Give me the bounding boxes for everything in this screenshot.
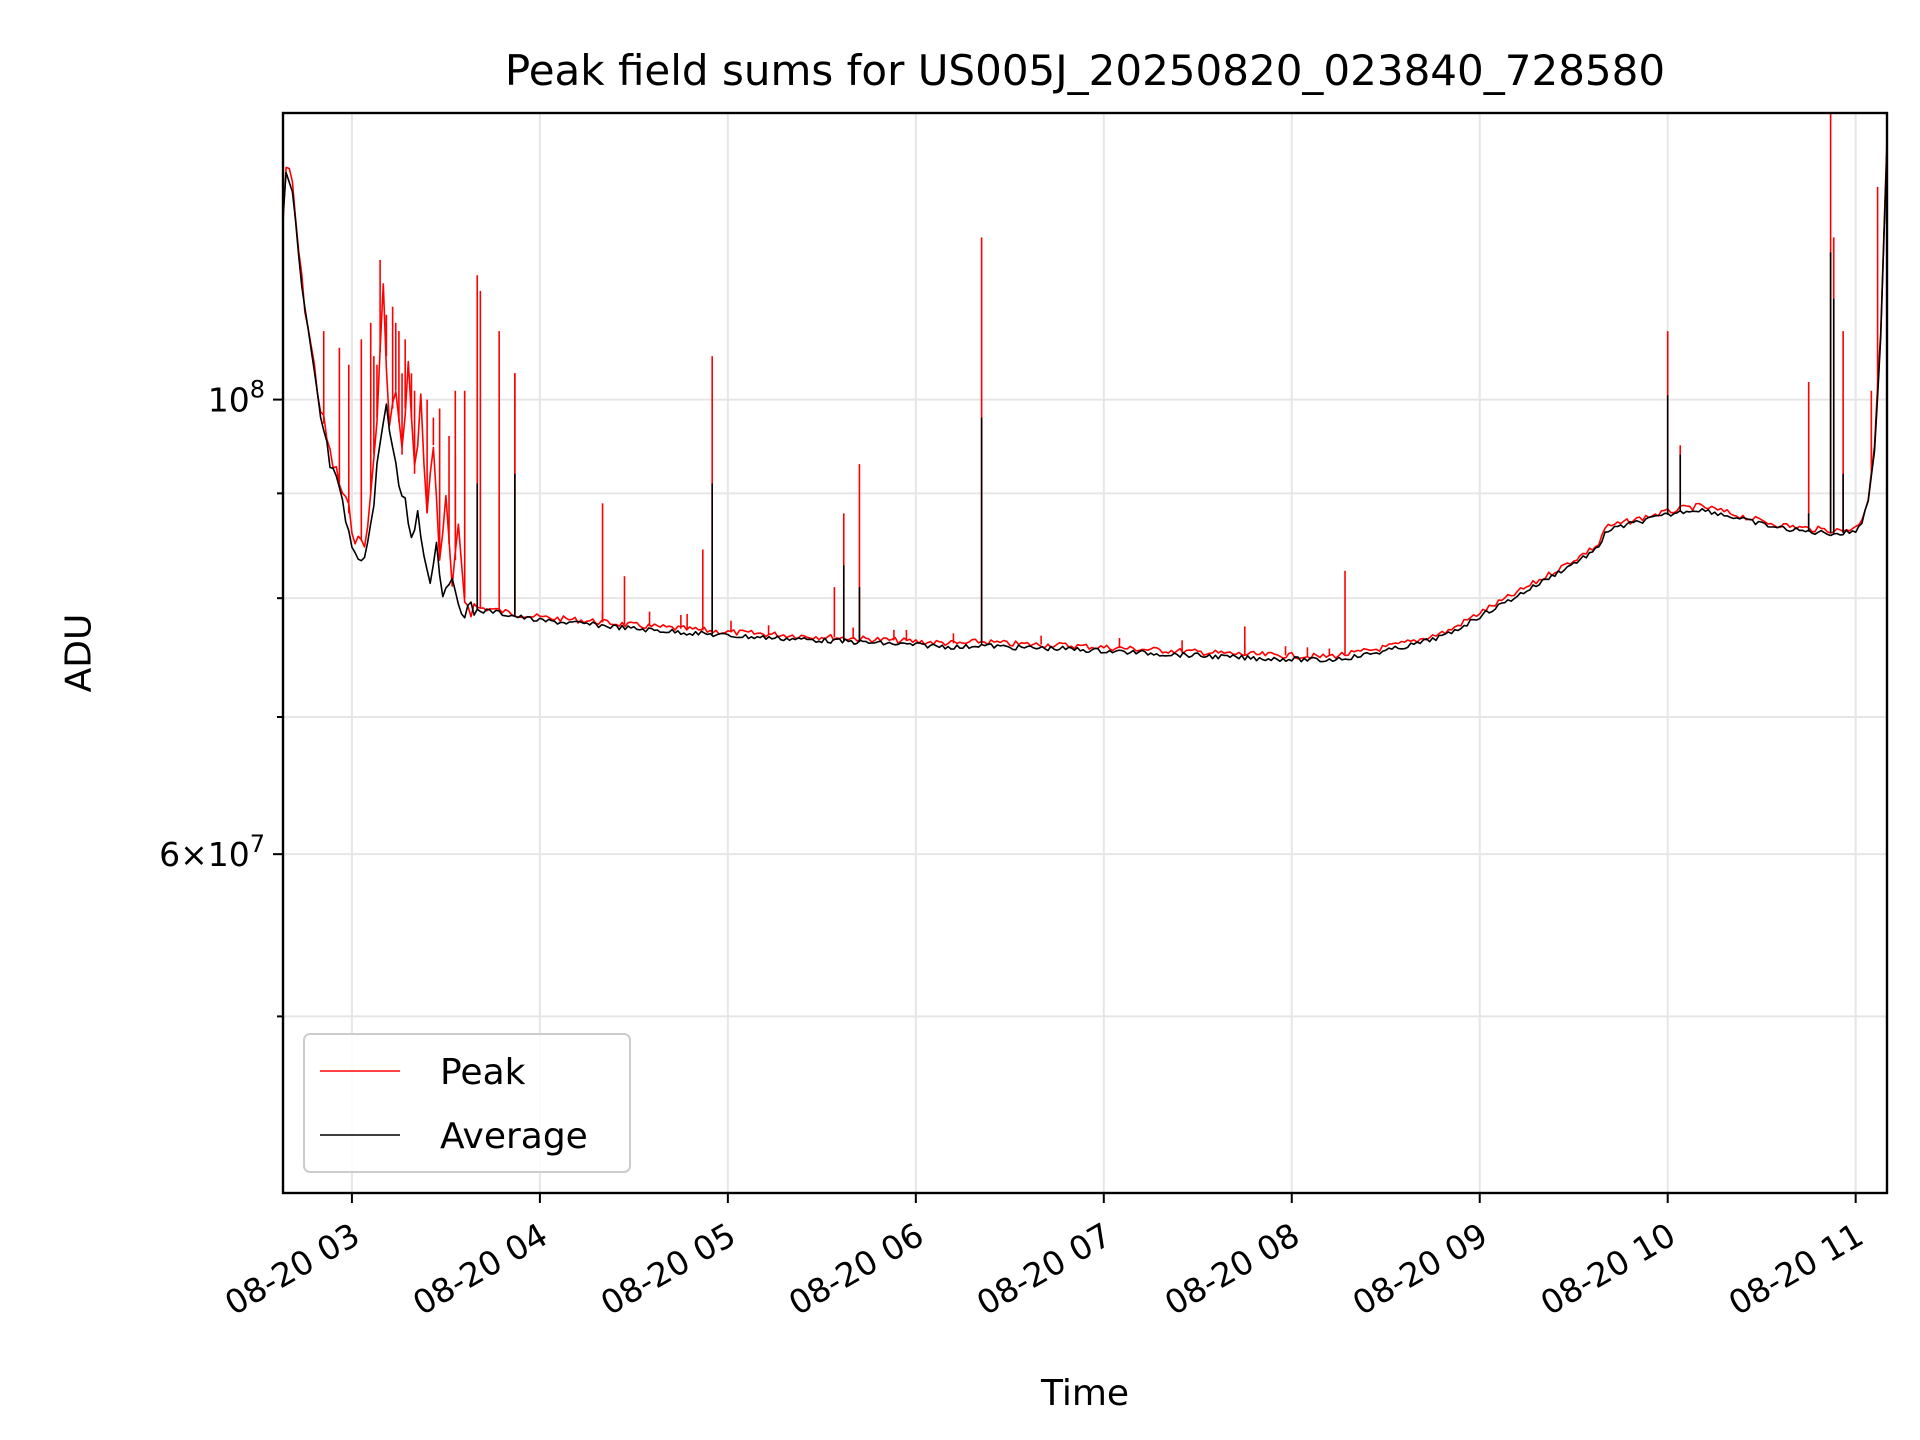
series-line: [283, 139, 1887, 660]
chart-title: Peak field sums for US005J_20250820_0238…: [505, 46, 1665, 95]
legend-entry-average: Average: [320, 1116, 588, 1157]
y-axis-label: ADU: [59, 614, 100, 693]
legend-box: [303, 1033, 631, 1173]
legend-label: Average: [440, 1116, 588, 1157]
series-line: [283, 145, 1887, 663]
plot-lines: [283, 113, 1887, 663]
legend: Peak Average: [303, 1033, 631, 1173]
y-tick-label: 6×107: [159, 830, 265, 874]
y-axis: 6×107 108: [159, 376, 283, 1018]
legend-label: Peak: [440, 1052, 526, 1093]
x-axis-label: Time: [1040, 1373, 1129, 1414]
series-average: [283, 145, 1887, 663]
axes-frame: [281, 111, 1889, 1195]
y-tick-label: 108: [208, 376, 265, 420]
legend-entry-peak: Peak: [320, 1052, 526, 1093]
